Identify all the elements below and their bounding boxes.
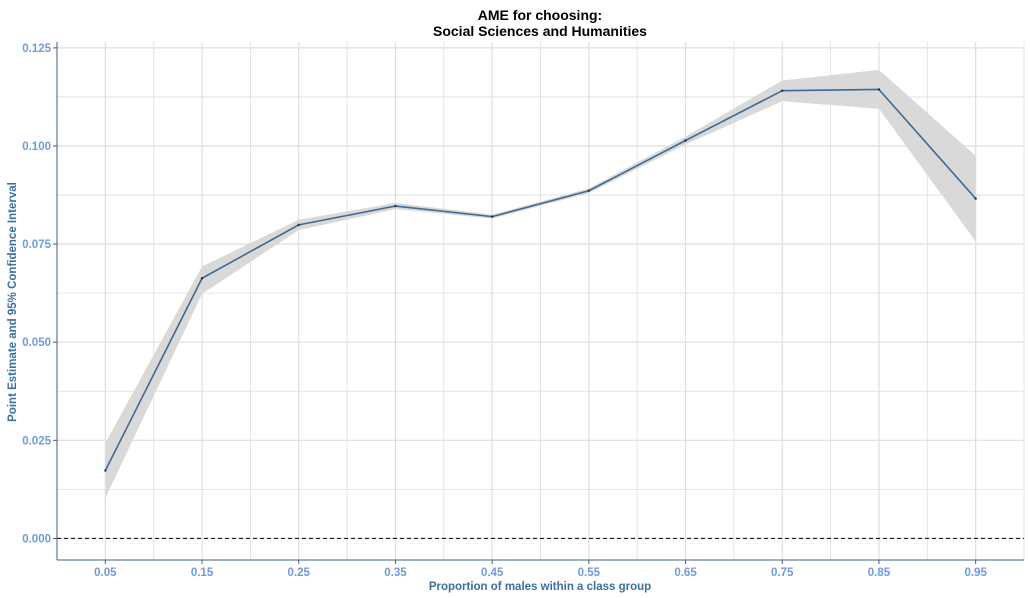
series-line-layer — [104, 88, 977, 472]
data-point — [974, 197, 977, 200]
series-line — [104, 88, 977, 471]
chart-title-line-2: Social Sciences and Humanities — [433, 23, 647, 39]
y-tick-label: 0.050 — [22, 337, 51, 349]
data-point — [104, 469, 107, 472]
x-tick-label: 0.95 — [964, 567, 987, 579]
axes — [53, 42, 1024, 564]
x-tick-label: 0.25 — [288, 567, 311, 579]
x-tick-label: 0.45 — [481, 567, 504, 579]
tick-labels: 0.000 0.025 0.050 0.075 0.100 0.125 0.05 0.15 0.… — [22, 43, 987, 579]
data-point — [684, 139, 687, 142]
data-point — [200, 277, 204, 280]
x-tick-label: 0.15 — [191, 567, 214, 579]
x-tick-label: 0.85 — [868, 567, 891, 579]
y-tick-label: 0.025 — [22, 435, 51, 447]
data-point — [781, 89, 784, 92]
x-tick-label: 0.05 — [94, 567, 117, 579]
y-tick-label: 0.000 — [22, 533, 51, 545]
chart-title-line-1: AME for choosing: — [478, 7, 602, 23]
x-tick-label: 0.55 — [578, 567, 601, 579]
confidence-band-layer — [105, 69, 976, 498]
x-axis-title: Proportion of males within a class group — [429, 581, 651, 593]
data-point — [587, 189, 591, 192]
gridlines — [56, 42, 1025, 560]
data-point — [297, 223, 300, 227]
data-point — [877, 88, 881, 91]
y-axis-title: Point Estimate and 95% Confidence Interv… — [7, 182, 19, 422]
x-tick-label: 0.65 — [674, 567, 697, 579]
y-tick-label: 0.125 — [22, 43, 51, 55]
data-point — [394, 204, 397, 208]
data-point — [490, 215, 494, 218]
x-tick-label: 0.35 — [384, 567, 407, 579]
x-tick-label: 0.75 — [771, 567, 794, 579]
confidence-band — [105, 69, 976, 498]
y-tick-label: 0.100 — [22, 141, 51, 153]
y-tick-label: 0.075 — [22, 239, 51, 251]
